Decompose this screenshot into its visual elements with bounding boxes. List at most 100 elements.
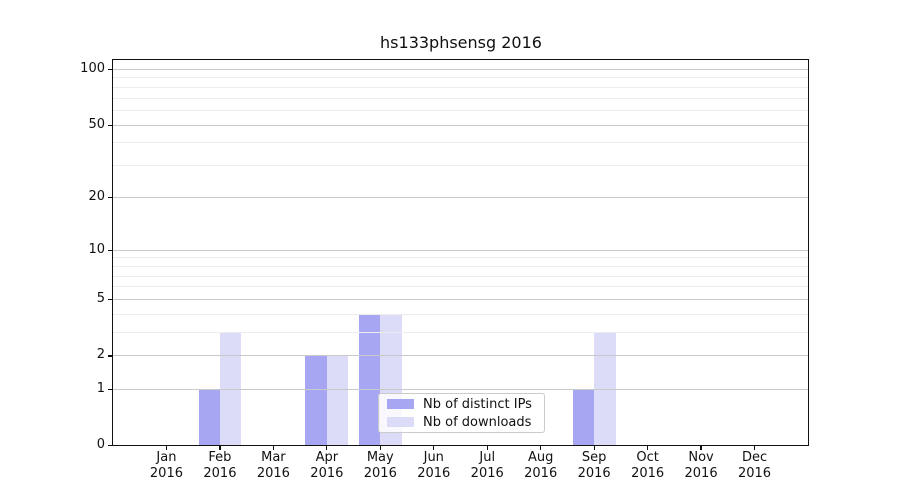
- x-label-month: Sep: [581, 450, 607, 465]
- bar-nb-of-distinct-ips-sep: [572, 388, 595, 445]
- x-tick-oct: [647, 446, 649, 450]
- x-label-month: Jul: [479, 450, 496, 465]
- legend-swatch-1: [387, 417, 414, 427]
- chart-title: hs133phsensg 2016: [380, 33, 542, 52]
- x-label-month: Jan: [156, 450, 177, 465]
- y-tick-50: [107, 124, 112, 126]
- x-tick-apr: [326, 446, 328, 450]
- x-label-year: 2016: [417, 466, 451, 481]
- y-axis: 0 1 2 5 10 20 50 100: [80, 60, 808, 452]
- gridline-minor-80: [113, 86, 808, 88]
- x-label-month: Feb: [208, 450, 232, 465]
- x-label-month: Oct: [636, 450, 659, 465]
- gridline-minor-60: [113, 110, 808, 112]
- x-tick-jan: [165, 446, 168, 450]
- gridline-minor-8: [113, 265, 808, 267]
- x-label-month: Apr: [315, 450, 339, 465]
- x-tick-mar: [272, 446, 274, 450]
- x-label-month: Mar: [261, 450, 286, 465]
- x-tick-label-mar: Mar 2016: [241, 450, 305, 482]
- bar-nb-of-distinct-ips-apr: [305, 355, 327, 445]
- x-label-year: 2016: [631, 466, 665, 481]
- gridline-minor-6: [113, 286, 808, 288]
- x-tick-jun: [433, 446, 435, 450]
- bar-nb-of-downloads-apr: [326, 355, 349, 445]
- x-tick-label-aug: Aug 2016: [509, 450, 573, 482]
- x-tick-jul: [486, 446, 488, 450]
- gridline-major-10: [113, 249, 808, 251]
- y-tick-label-10: 10: [88, 241, 105, 257]
- gridline-minor-9: [113, 257, 808, 259]
- legend-label-0: Nb of distinct IPs: [423, 396, 532, 412]
- x-axis: Jan 2016 Feb 2016 Mar 2016 Apr 2016 May 2016 Jun 20…: [113, 60, 808, 481]
- y-tick-label-100: 100: [80, 60, 105, 76]
- x-label-month: Dec: [741, 450, 768, 465]
- gridline-minor-4: [113, 313, 808, 315]
- x-tick-label-feb: Feb 2016: [188, 450, 252, 482]
- x-tick-label-sep: Sep 2016: [562, 450, 626, 482]
- legend-item-1: Nb of downloads: [379, 413, 544, 431]
- gridline-major-2: [113, 355, 808, 357]
- x-tick-label-nov: Nov 2016: [669, 450, 733, 482]
- y-tick-label-50: 50: [88, 116, 105, 132]
- x-label-month: May: [366, 450, 394, 465]
- gridline-major-50: [113, 124, 808, 126]
- x-tick-label-jul: Jul 2016: [455, 450, 519, 482]
- y-tick-20: [107, 196, 112, 199]
- x-label-year: 2016: [256, 466, 290, 481]
- x-label-year: 2016: [684, 466, 718, 481]
- x-label-year: 2016: [737, 466, 772, 481]
- legend-item-0: Nb of distinct IPs: [379, 395, 544, 413]
- x-label-year: 2016: [470, 466, 504, 481]
- x-tick-label-may: May 2016: [348, 450, 412, 482]
- legend-swatch-0: [387, 399, 414, 409]
- x-label-month: Aug: [527, 450, 554, 465]
- x-tick-label-dec: Dec 2016: [723, 450, 787, 482]
- x-label-year: 2016: [577, 466, 611, 481]
- x-label-month: Jun: [423, 450, 444, 465]
- y-tick-label-1: 1: [96, 380, 105, 396]
- x-tick-label-oct: Oct 2016: [616, 450, 680, 482]
- gridline-minor-70: [113, 97, 808, 99]
- x-tick-aug: [540, 446, 542, 450]
- gridline-minor-90: [113, 77, 808, 79]
- y-tick-label-0: 0: [96, 437, 105, 452]
- x-tick-sep: [593, 446, 595, 450]
- y-tick-label-5: 5: [96, 291, 105, 307]
- x-tick-may: [379, 446, 381, 450]
- x-tick-dec: [753, 446, 756, 450]
- y-tick-1: [107, 388, 112, 390]
- gridline-minor-30: [113, 165, 808, 167]
- y-tick-10: [107, 249, 112, 251]
- x-label-year: 2016: [363, 466, 397, 481]
- y-tick-label-20: 20: [88, 188, 105, 204]
- legend-label-1: Nb of downloads: [423, 414, 532, 430]
- gridline-major-1: [113, 388, 808, 390]
- gridline-minor-3: [113, 332, 808, 334]
- x-label-year: 2016: [524, 466, 558, 481]
- x-tick-feb: [219, 446, 221, 450]
- gridline-major-100: [113, 68, 808, 70]
- gridline-minor-40: [113, 142, 808, 144]
- gridline-major-20: [113, 196, 808, 198]
- x-label-year: 2016: [149, 466, 183, 481]
- bar-nb-of-distinct-ips-feb: [198, 388, 220, 445]
- x-label-month: Nov: [688, 450, 714, 465]
- y-tick-100: [107, 68, 112, 71]
- x-tick-label-apr: Apr 2016: [295, 450, 359, 482]
- y-tick-2: [107, 355, 112, 357]
- x-label-year: 2016: [310, 466, 344, 481]
- x-label-year: 2016: [203, 466, 237, 481]
- gridline-major-5: [113, 299, 808, 301]
- grid-layer: [113, 60, 808, 445]
- x-tick-label-jan: Jan 2016: [134, 450, 198, 482]
- x-tick-nov: [700, 446, 702, 450]
- bar-nb-of-distinct-ips-may: [358, 313, 381, 445]
- plot-area: 0 1 2 5 10 20 50 100 Jan 2016 Feb 2016 Mar 2016 Apr 20…: [80, 59, 809, 481]
- y-tick-0: [107, 445, 112, 447]
- x-tick-label-jun: Jun 2016: [402, 450, 466, 482]
- y-tick-label-2: 2: [96, 347, 105, 363]
- legend: Nb of distinct IPs Nb of downloads: [378, 393, 545, 433]
- y-tick-5: [107, 299, 112, 301]
